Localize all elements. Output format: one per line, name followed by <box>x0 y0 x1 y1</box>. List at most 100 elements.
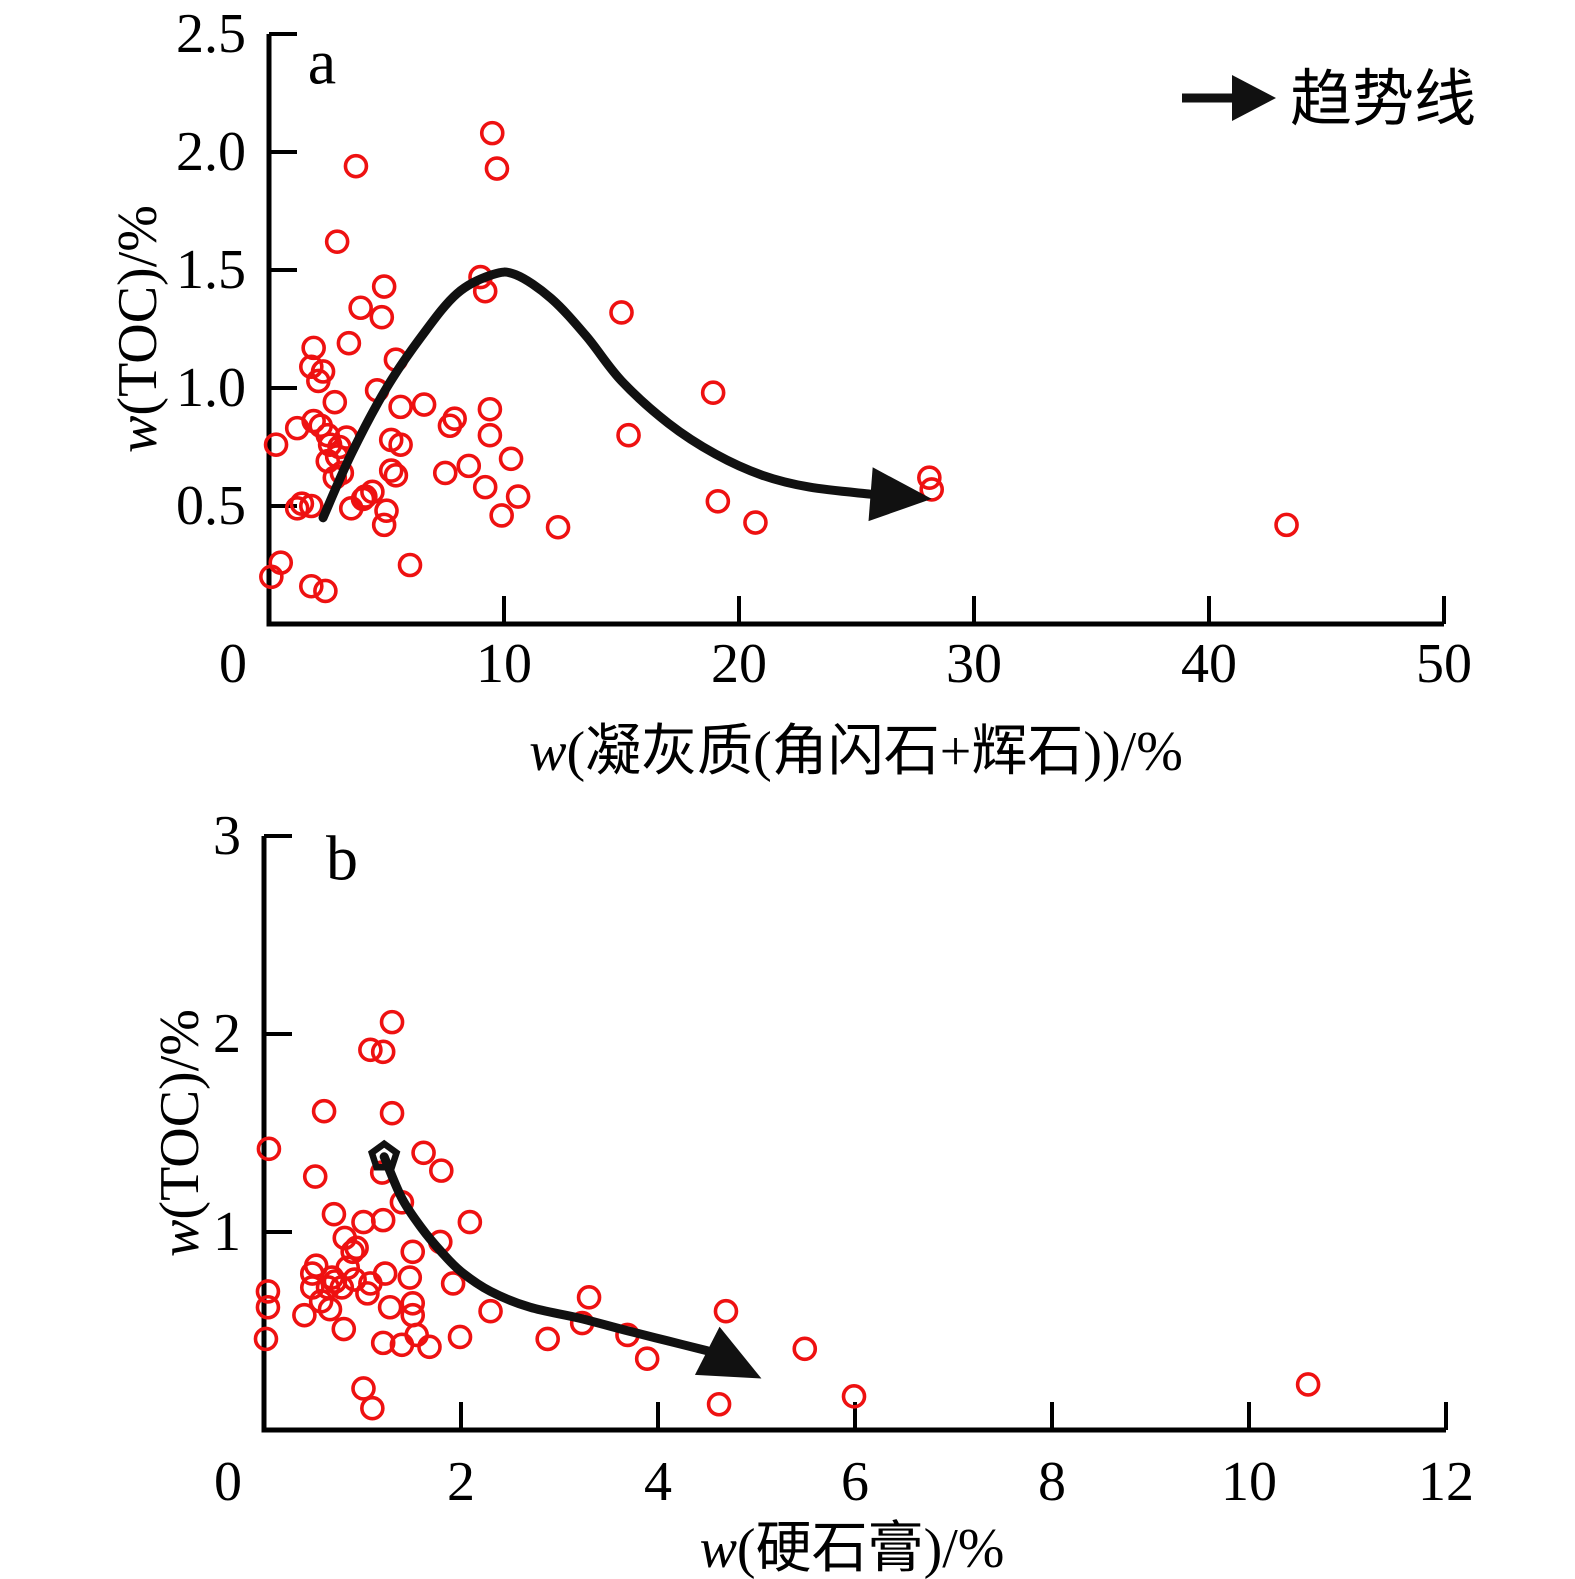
legend-arrowhead-icon <box>1232 75 1276 121</box>
data-point <box>477 396 503 422</box>
x-tick-label: 10 <box>476 633 532 695</box>
data-point <box>713 1298 739 1324</box>
x-axis-title: w(凝灰质(角闪石+辉石))/% <box>529 721 1183 783</box>
data-point <box>447 1324 473 1350</box>
data-point <box>437 413 463 439</box>
data-point <box>256 1136 282 1162</box>
y-tick-label: 3 <box>213 805 241 867</box>
data-point <box>389 1332 415 1358</box>
data-point <box>383 463 409 488</box>
data-point <box>535 1326 560 1352</box>
trend-arrowhead <box>694 1326 762 1379</box>
data-point <box>477 422 503 448</box>
data-point <box>358 1037 383 1063</box>
trend-start-marker <box>367 1139 401 1171</box>
trend-arrowhead <box>868 467 932 522</box>
x-tick-label: 8 <box>1038 1451 1066 1513</box>
data-point <box>700 380 726 406</box>
data-point <box>374 498 399 524</box>
y-axis-title: w(TOC)/% <box>149 1009 211 1257</box>
x-tick-label: 12 <box>1418 1451 1474 1513</box>
x-tick-label: 6 <box>841 1451 869 1513</box>
data-point <box>841 1384 867 1409</box>
data-point <box>489 503 514 528</box>
data-point <box>706 1391 732 1417</box>
y-tick-label: 2.0 <box>176 121 246 183</box>
data-point <box>404 1322 429 1348</box>
data-point <box>369 304 395 330</box>
panel-label: b <box>326 823 358 894</box>
data-point <box>456 453 482 479</box>
data-point <box>289 491 315 516</box>
data-point <box>1274 512 1299 538</box>
data-point <box>253 1326 279 1352</box>
data-point <box>324 229 350 254</box>
x-tick-label: 30 <box>946 633 1002 695</box>
data-point <box>400 1239 426 1265</box>
x-tick-label: 2 <box>447 1451 475 1513</box>
data-point <box>505 484 531 509</box>
data-point <box>634 1346 660 1372</box>
x-tick-label: 10 <box>1221 1451 1277 1513</box>
data-point <box>344 1235 369 1261</box>
data-point <box>353 484 378 509</box>
data-point <box>255 1279 281 1304</box>
y-tick-label: 1.0 <box>176 357 246 419</box>
axis-lines <box>261 836 1446 1433</box>
data-point <box>372 1261 398 1286</box>
data-point <box>298 493 324 519</box>
data-point <box>370 1207 396 1233</box>
trend-line <box>379 1152 712 1356</box>
data-point <box>263 432 289 457</box>
data-point <box>350 486 376 512</box>
data-point <box>478 1298 503 1324</box>
data-point <box>292 1302 317 1328</box>
data-point <box>306 368 331 394</box>
legend-label: 趋势线 <box>1290 66 1476 134</box>
data-point <box>308 1289 334 1314</box>
data-point <box>917 465 942 490</box>
y-tick-label: 1 <box>213 1201 241 1263</box>
legend: 趋势线 <box>1182 66 1476 134</box>
data-point <box>498 446 524 472</box>
data-point <box>472 474 498 500</box>
data-point <box>440 1271 466 1296</box>
x-axis-title: w(硬石膏)/% <box>700 1518 1005 1579</box>
y-tick-label: 1.5 <box>176 239 246 301</box>
data-point <box>340 1239 365 1265</box>
data-point <box>255 1294 281 1320</box>
data-point <box>576 1285 602 1310</box>
data-point <box>351 1376 376 1401</box>
data-point <box>298 573 324 599</box>
data-point <box>313 578 338 604</box>
data-point <box>351 1209 376 1235</box>
data-point <box>417 1334 442 1360</box>
x-tick-label: 0 <box>214 1451 242 1513</box>
x-tick-label: 50 <box>1416 633 1472 695</box>
data-point <box>321 1201 347 1227</box>
data-point <box>322 389 348 415</box>
data-point <box>329 1275 355 1300</box>
data-point <box>379 1009 405 1035</box>
data-point <box>259 564 284 590</box>
data-point <box>616 422 641 448</box>
y-tick-label: 2.5 <box>176 3 246 65</box>
data-point <box>432 460 458 486</box>
data-point <box>457 1209 483 1235</box>
data-point <box>792 1336 818 1362</box>
data-point <box>609 300 634 325</box>
trend-line <box>318 267 876 523</box>
data-point <box>301 335 326 361</box>
data-point <box>479 120 505 146</box>
data-point <box>428 1158 454 1183</box>
data-point <box>919 477 945 502</box>
data-point <box>331 1316 357 1342</box>
data-point <box>343 153 369 179</box>
data-point <box>743 510 768 535</box>
y-tick-label: 0.5 <box>176 475 246 537</box>
data-point <box>377 1294 403 1320</box>
data-point <box>397 552 423 578</box>
y-axis-title: w(TOC)/% <box>107 205 169 453</box>
